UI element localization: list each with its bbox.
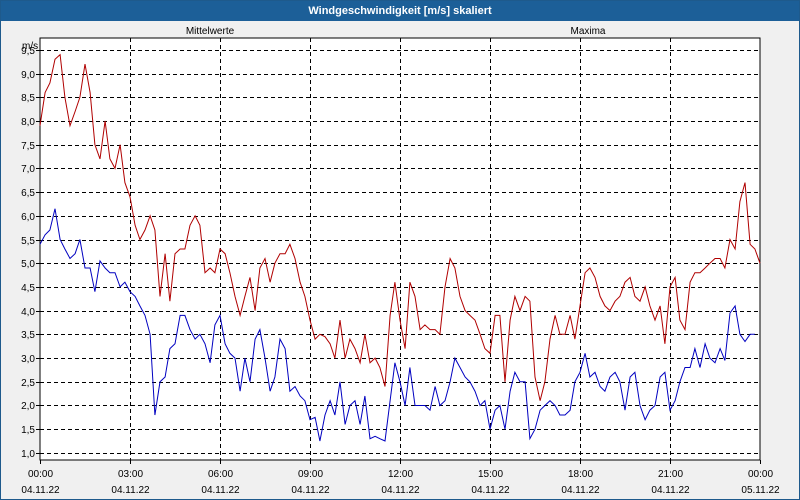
legend-maxima: Maxima xyxy=(570,26,605,37)
series-layer xyxy=(39,53,761,442)
x-tick-time-label: 09:00 xyxy=(298,469,323,480)
x-tick-time-label: 00:00 xyxy=(748,469,773,480)
y-axis-unit-label: m/s xyxy=(22,41,38,52)
x-tick-date-label: 04.11.22 xyxy=(111,485,150,496)
series-line-mittelwerte xyxy=(39,208,755,442)
series-line-maxima xyxy=(39,53,761,401)
y-tick-label: 5,5 xyxy=(21,236,35,247)
y-tick-label: 7,0 xyxy=(21,164,35,175)
y-tick-label: 7,5 xyxy=(21,141,35,152)
y-tick-label: 2,0 xyxy=(21,401,35,412)
y-tick-label: 6,0 xyxy=(21,212,35,223)
y-tick-label: 9,5 xyxy=(21,46,35,57)
axes: 1,0 1,5 2,0 2,5 3,0 3,5 4,0 4,5 5,0 5,5 6,0 6,5 7,0 7… xyxy=(21,46,780,496)
y-tick-label: 2,5 xyxy=(21,378,35,389)
grid xyxy=(40,38,760,460)
y-tick-label: 9,0 xyxy=(21,70,35,81)
x-tick-time-label: 21:00 xyxy=(658,469,683,480)
y-tick-label: 5,0 xyxy=(21,259,35,270)
x-tick-time-label: 12:00 xyxy=(388,469,413,480)
x-tick-date-label: 04.11.22 xyxy=(21,485,60,496)
y-tick-label: 8,5 xyxy=(21,93,35,104)
y-tick-label: 4,0 xyxy=(21,307,35,318)
x-tick-time-label: 06:00 xyxy=(208,469,233,480)
y-tick-label: 4,5 xyxy=(21,283,35,294)
x-tick-time-label: 15:00 xyxy=(478,469,503,480)
y-tick-label: 8,0 xyxy=(21,117,35,128)
x-tick-date-label: 04.11.22 xyxy=(381,485,420,496)
y-tick-label: 3,0 xyxy=(21,354,35,365)
y-tick-label: 3,5 xyxy=(21,330,35,341)
y-tick-label: 1,5 xyxy=(21,425,35,436)
x-tick-date-label: 04.11.22 xyxy=(471,485,510,496)
x-tick-date-label: 04.11.22 xyxy=(201,485,240,496)
x-tick-date-label: 04.11.22 xyxy=(291,485,330,496)
x-tick-date-label: 05.11.22 xyxy=(741,485,780,496)
x-tick-date-label: 04.11.22 xyxy=(651,485,690,496)
x-tick-time-label: 03:00 xyxy=(118,469,143,480)
window-title: Windgeschwindigkeit [m/s] skaliert xyxy=(1,1,799,21)
legend-mittelwerte: Mittelwerte xyxy=(186,26,235,37)
x-tick-date-label: 04.11.22 xyxy=(561,485,600,496)
y-tick-label: 1,0 xyxy=(21,449,35,460)
y-tick-label: 6,5 xyxy=(21,188,35,199)
x-tick-time-label: 00:00 xyxy=(28,469,53,480)
x-tick-time-label: 18:00 xyxy=(568,469,593,480)
